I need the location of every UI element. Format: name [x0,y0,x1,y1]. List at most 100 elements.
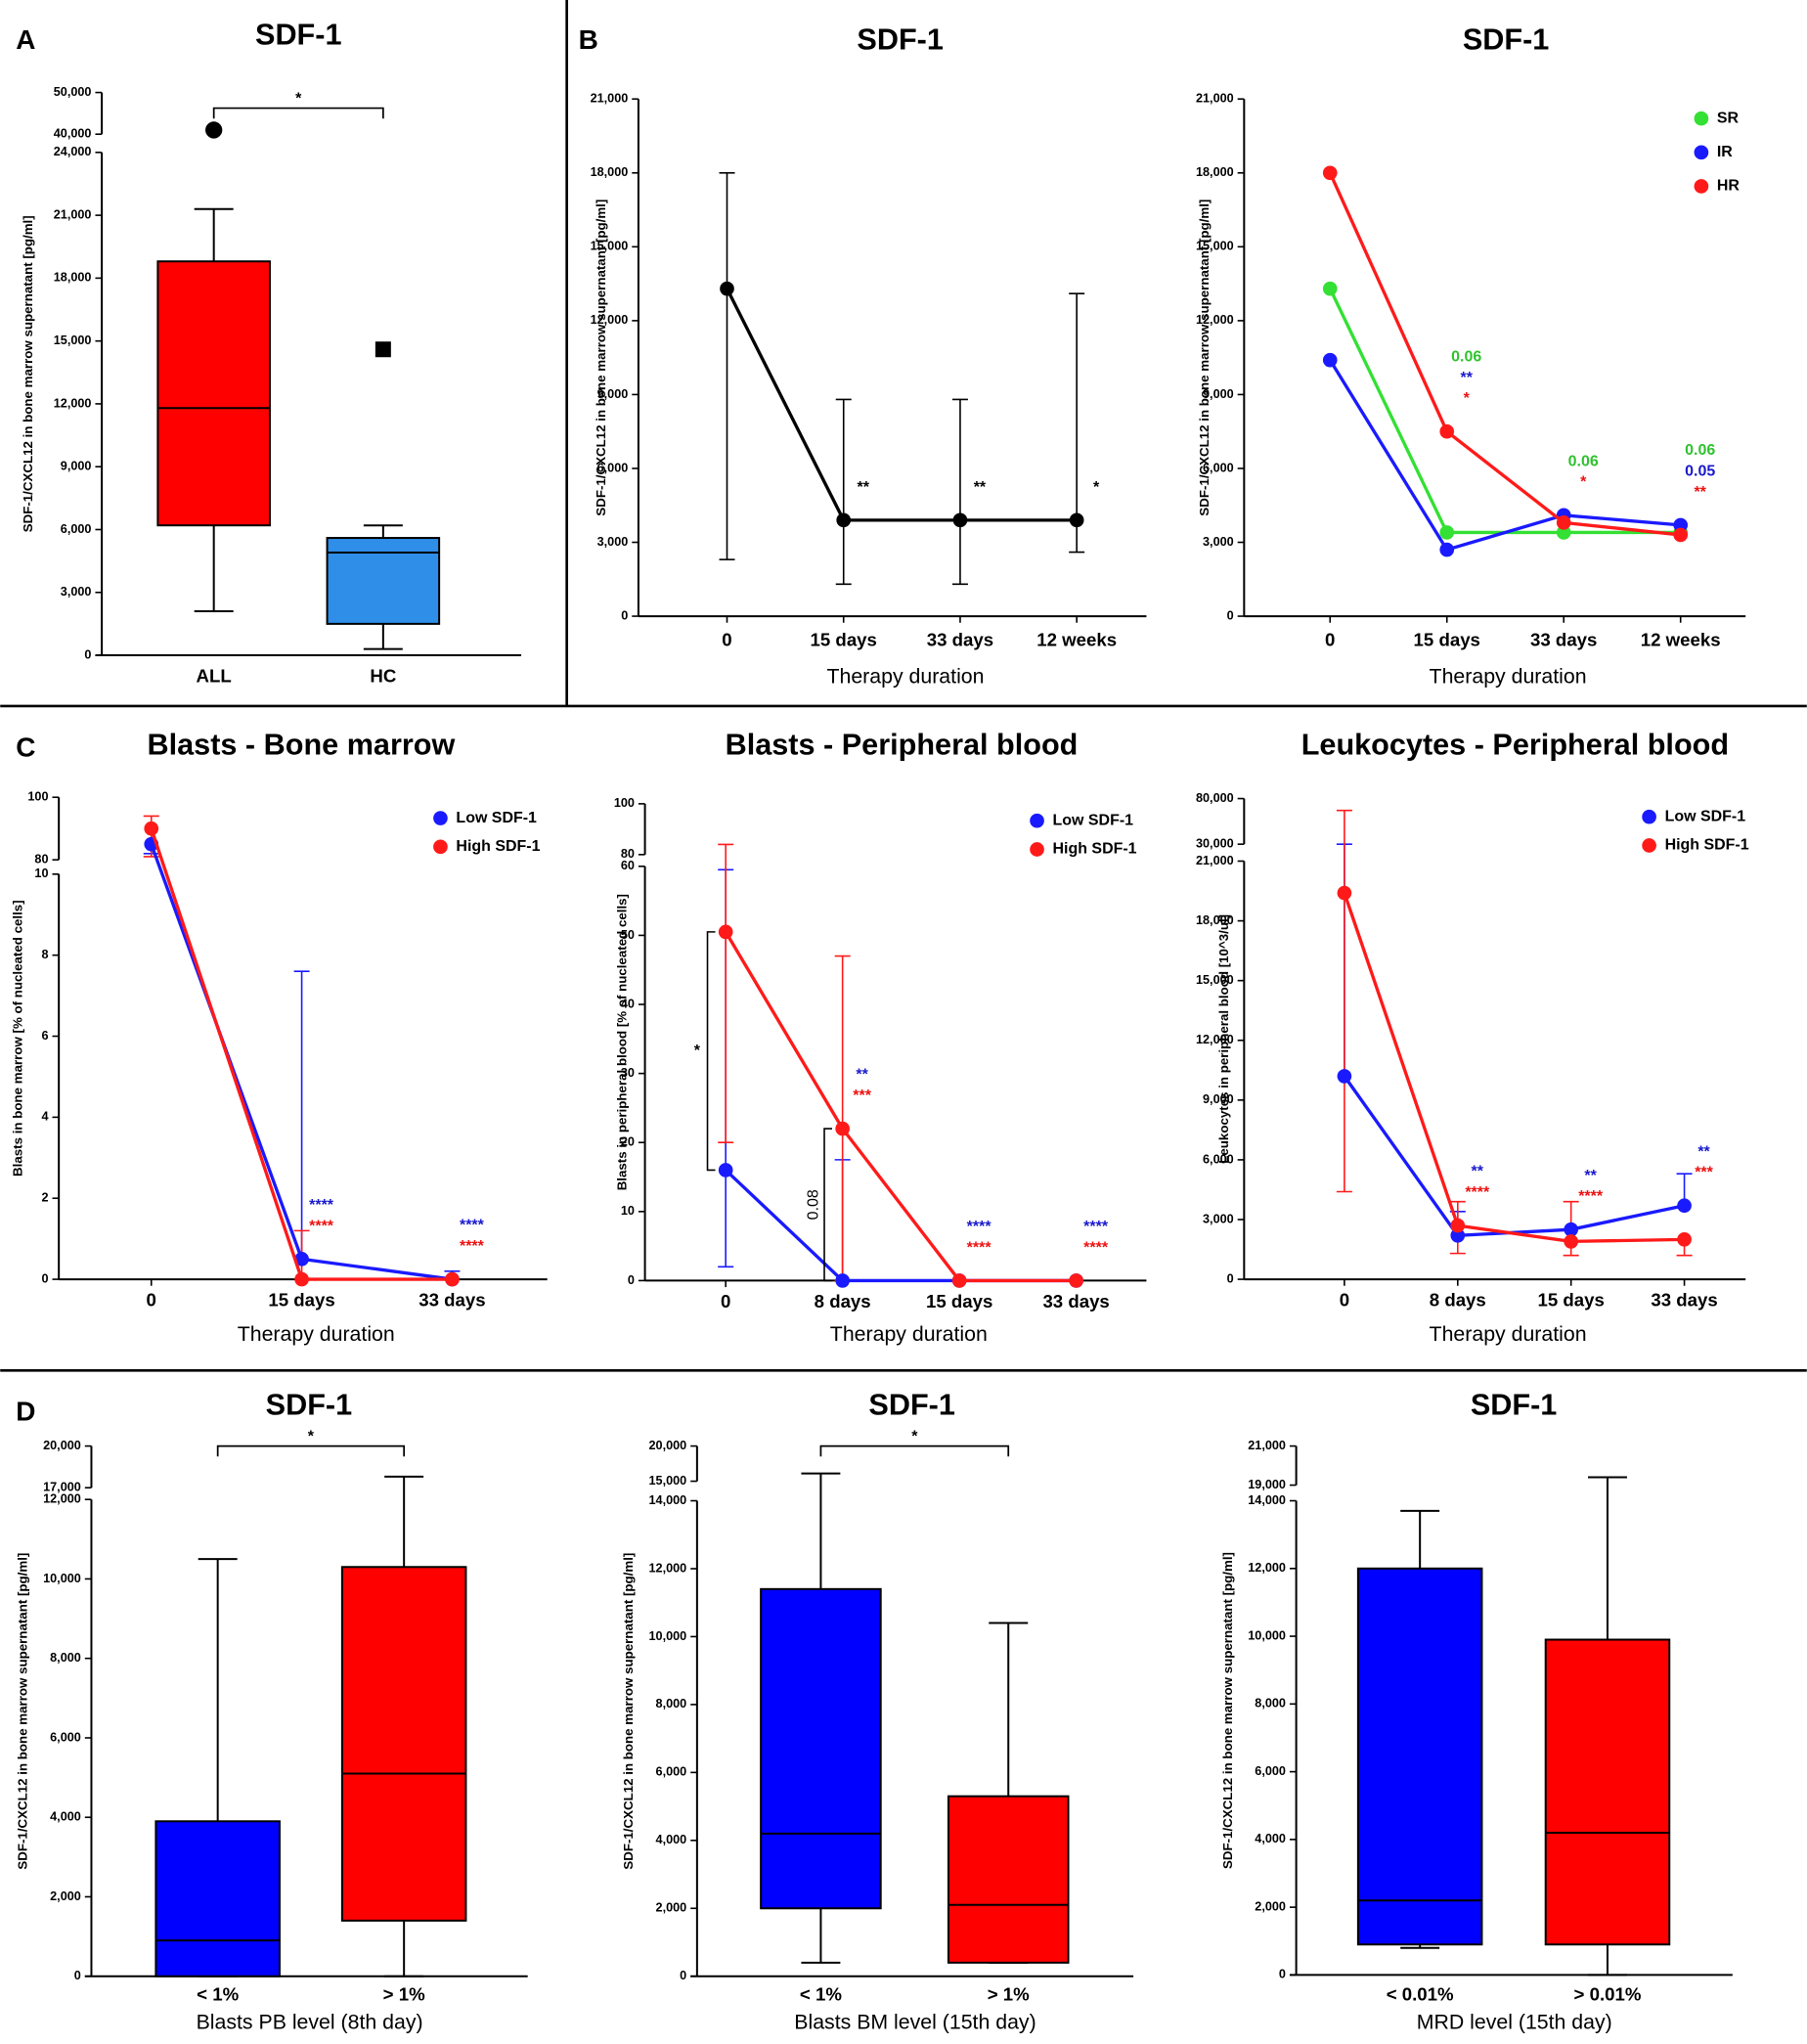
y-tick-label: 60 [621,859,635,872]
point [835,1121,850,1136]
point [1439,542,1455,557]
point [1069,512,1084,528]
y-tick-label: 10,000 [649,1629,687,1643]
y-tick-label: 80,000 [1196,791,1234,805]
point [294,1271,309,1287]
y-tick-label: 21,000 [1196,854,1234,867]
x-axis-label: Therapy duration [1430,1322,1587,1346]
x-axis-label: Therapy duration [830,1322,988,1346]
y-tick-label: 100 [614,796,635,810]
annotation: ** [1472,1164,1484,1180]
annotation: **** [309,1218,334,1234]
x-axis-label: Blasts PB level (8th day) [197,2010,423,2033]
series-line [1343,892,1685,1244]
box [326,537,441,625]
y-tick-label: 21,000 [54,207,92,221]
y-axis-label: SDF-1/CXCL12 in bone marrow supernatant … [16,1553,30,1870]
y-tick-label: 50 [621,928,635,942]
y-tick-label: 9,000 [1203,1092,1234,1106]
panel-label: B [579,24,598,55]
y-tick-label: 9,000 [597,387,629,401]
y-tick-label: 15,000 [649,1474,687,1488]
annotation: **** [460,1238,485,1255]
y-tick-label: 3,000 [1203,535,1234,549]
box [154,1820,281,1977]
y-tick-label: 12,000 [43,1492,81,1506]
y-tick-label: 24,000 [54,145,92,158]
y-tick-label: 6,000 [656,1765,687,1779]
y-tick-label: 6,000 [1255,1764,1286,1778]
legend-label: High SDF-1 [456,838,540,855]
y-tick-label: 10,000 [1248,1628,1286,1642]
x-tick-label: < 1% [800,1984,842,2005]
y-tick-label: 50,000 [54,85,92,99]
point [1673,527,1689,543]
x-tick-label: > 1% [988,1984,1030,2005]
y-tick-label: 100 [27,790,48,804]
point [835,1273,850,1288]
legend-marker [1030,813,1044,828]
annotation: * [1580,474,1587,491]
y-axis-label: SDF-1/CXCL12 in bone marrow supernatant … [594,200,608,516]
y-tick-label: 4,000 [1255,1832,1286,1845]
y-axis-label: SDF-1/CXCL12 in bone marrow supernatant … [621,1553,636,1870]
significance-bracket [819,1444,1010,1457]
x-tick-label: 33 days [1042,1291,1109,1311]
y-tick-label: 3,000 [597,535,629,549]
x-tick-label: HC [370,666,396,687]
y-tick-label: 14,000 [1248,1493,1286,1507]
annotation: ** [1584,1168,1597,1184]
y-tick-label: 15,000 [54,333,92,347]
y-tick-label: 6,000 [61,522,92,536]
box [1356,1567,1483,1946]
comparison-bracket [706,931,716,1172]
legend-marker [1694,179,1709,194]
annotation: 0.06 [1685,442,1715,459]
significance-label: * [295,90,302,107]
x-tick-label: 12 weeks [1036,629,1117,649]
legend-marker [1030,842,1044,857]
outlier [375,341,391,358]
annotation: * [1093,479,1100,496]
outlier [205,121,223,139]
box [1544,1638,1671,1946]
point [1322,281,1338,296]
y-tick-label: 30 [621,1066,635,1080]
y-tick-label: 0 [74,1969,81,1982]
series-line [726,288,1078,522]
x-tick-label: 0 [1325,629,1335,649]
annotation: **** [1465,1184,1490,1201]
x-tick-label: 15 days [268,1290,334,1311]
y-tick-label: 15,000 [1196,240,1234,253]
y-tick-label: 2,000 [656,1901,687,1915]
y-tick-label: 9,000 [61,460,92,473]
y-tick-label: 12,000 [1248,1561,1286,1575]
x-axis-label: Therapy duration [826,664,984,688]
y-tick-label: 18,000 [1196,913,1234,927]
point [1337,1069,1352,1084]
point [1677,1198,1692,1214]
x-tick-label: 33 days [927,629,993,649]
y-tick-label: 0 [1227,608,1234,622]
annotation: 0.06 [1451,348,1481,365]
annotation: ** [856,1067,868,1084]
comparison-label: * [694,1043,701,1059]
y-tick-label: 15,000 [591,240,629,253]
x-tick-label: 8 days [815,1291,871,1311]
y-tick-label: 0 [41,1271,48,1285]
y-tick-label: 2,000 [1255,1899,1286,1913]
y-tick-label: 80 [621,847,635,861]
y-tick-label: 0 [628,1273,635,1287]
annotation: **** [309,1197,334,1214]
y-tick-label: 4,000 [50,1810,81,1824]
chart-title: Blasts - Peripheral blood [726,728,1079,761]
y-tick-label: 40,000 [54,127,92,141]
y-tick-label: 21,000 [1248,1439,1286,1452]
point [1564,1222,1579,1237]
point [1439,423,1455,439]
x-axis-label: Therapy duration [1430,664,1587,688]
x-tick-label: 15 days [1414,629,1480,649]
significance-label: * [308,1428,315,1444]
series-line [1328,359,1681,553]
